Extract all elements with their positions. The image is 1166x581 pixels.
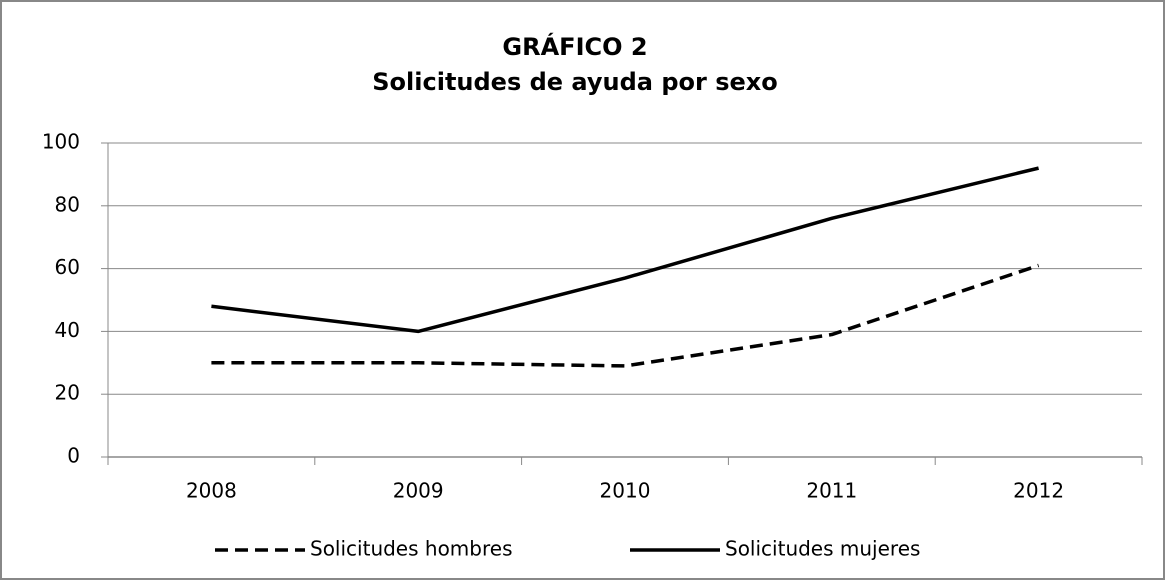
x-tick-label: 2008 (186, 479, 237, 503)
y-tick-label: 100 (42, 130, 80, 154)
chart-subtitle: Solicitudes de ayuda por sexo (372, 68, 777, 96)
x-tick-label: 2010 (600, 479, 651, 503)
x-tick-label: 2012 (1013, 479, 1064, 503)
series-line (211, 166, 1040, 334)
y-tick-label: 40 (55, 318, 80, 342)
y-tick-label: 80 (55, 192, 80, 216)
y-tick-label: 0 (67, 444, 80, 468)
chart-title: GRÁFICO 2 (502, 32, 647, 61)
y-tick-label: 60 (55, 255, 80, 279)
legend-label: Solicitudes hombres (310, 537, 513, 561)
y-tick-label: 20 (55, 381, 80, 405)
legend-label: Solicitudes mujeres (725, 537, 920, 561)
x-tick-label: 2011 (806, 479, 857, 503)
x-tick-label: 2009 (393, 479, 444, 503)
